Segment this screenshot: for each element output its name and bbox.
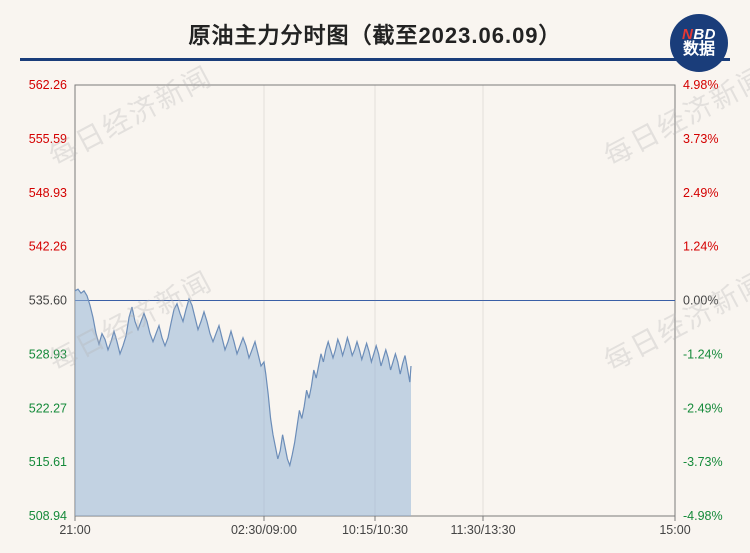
x-label: 21:00 xyxy=(59,523,90,537)
y-right-label: 3.73% xyxy=(683,132,718,146)
y-right-label: 2.49% xyxy=(683,186,718,200)
chart-area: 562.26 555.59 548.93 542.26 535.60 528.93 522.… xyxy=(20,75,730,541)
chart-title: 原油主力分时图（截至2023.06.09） xyxy=(0,18,750,50)
title-underline xyxy=(20,58,730,61)
header: 原油主力分时图（截至2023.06.09） NBD 数据 xyxy=(0,0,750,71)
price-area xyxy=(75,289,411,516)
y-left-label: 548.93 xyxy=(29,186,67,200)
root: 原油主力分时图（截至2023.06.09） NBD 数据 562.26 555.5… xyxy=(0,0,750,553)
y-left-label: 535.60 xyxy=(29,294,67,308)
y-right-label: -1.24% xyxy=(683,347,723,361)
x-label: 11:30/13:30 xyxy=(450,523,515,537)
y-right-label: 1.24% xyxy=(683,240,718,254)
y-left-label: 555.59 xyxy=(29,132,67,146)
y-left-label: 542.26 xyxy=(29,240,67,254)
y-right-label: -3.73% xyxy=(683,455,723,469)
y-left-label: 515.61 xyxy=(29,455,67,469)
y-right-label: -4.98% xyxy=(683,509,723,523)
x-label: 02:30/09:00 xyxy=(231,523,297,537)
price-chart: 562.26 555.59 548.93 542.26 535.60 528.93 522.… xyxy=(20,75,730,541)
y-left-label: 522.27 xyxy=(29,401,67,415)
y-right-label: -2.49% xyxy=(683,401,723,415)
y-left-label: 562.26 xyxy=(29,78,67,92)
nbd-logo: NBD 数据 xyxy=(670,14,728,72)
y-right-label: 4.98% xyxy=(683,78,718,92)
y-right-label: 0.00% xyxy=(683,294,718,308)
x-label: 15:00 xyxy=(659,523,690,537)
y-left-label: 508.94 xyxy=(29,509,67,523)
logo-bottom: 数据 xyxy=(683,42,715,59)
x-label: 10:15/10:30 xyxy=(342,523,408,537)
y-left-label: 528.93 xyxy=(29,347,67,361)
